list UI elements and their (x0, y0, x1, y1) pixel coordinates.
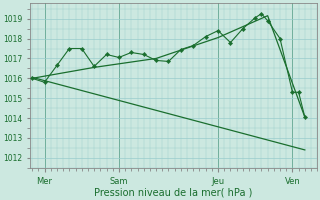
X-axis label: Pression niveau de la mer( hPa ): Pression niveau de la mer( hPa ) (94, 187, 252, 197)
